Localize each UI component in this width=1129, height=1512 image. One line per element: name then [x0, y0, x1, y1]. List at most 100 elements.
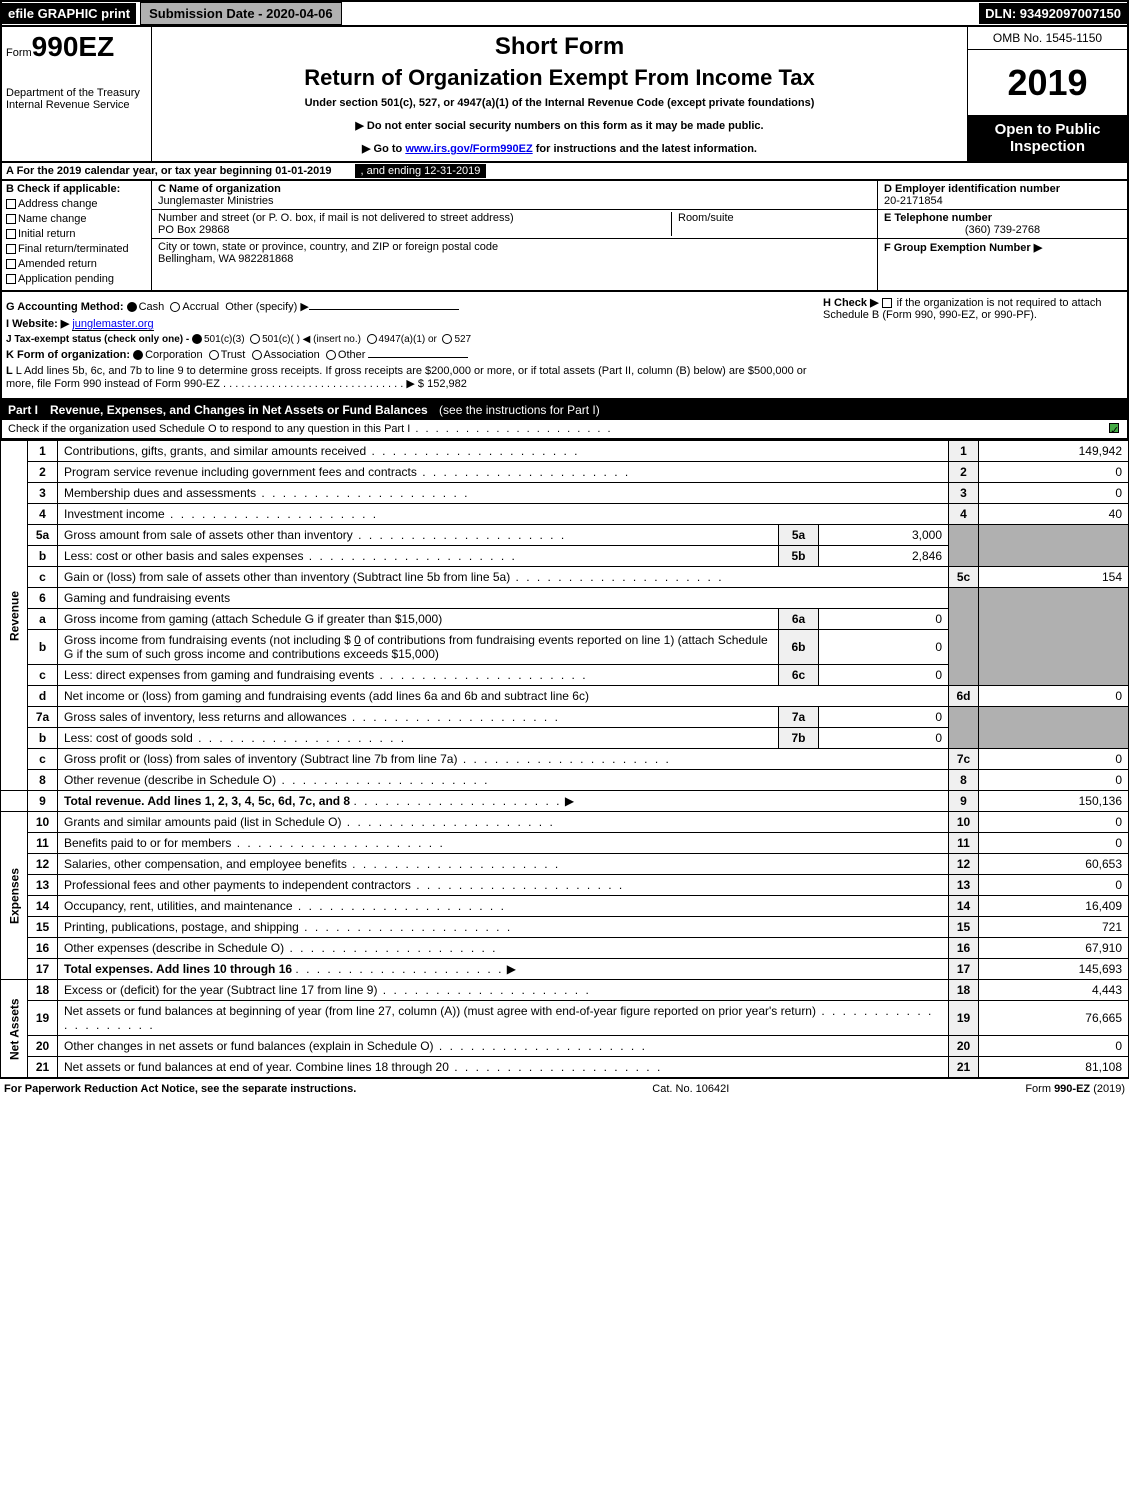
- l15-box: 15: [949, 917, 979, 938]
- radio-accrual-icon[interactable]: [170, 302, 180, 312]
- submission-date-box: Submission Date - 2020-04-06: [140, 2, 342, 25]
- form-id-column: Form990EZ Department of the Treasury Int…: [2, 27, 152, 161]
- chk-final-return[interactable]: Final return/terminated: [6, 243, 147, 255]
- d-label: D Employer identification number: [884, 183, 1121, 195]
- org-addr-row: Number and street (or P. O. box, if mail…: [152, 210, 877, 239]
- l5a-subval: 3,000: [819, 525, 949, 546]
- l9-desc: Total revenue. Add lines 1, 2, 3, 4, 5c,…: [58, 791, 949, 812]
- header-bar: efile GRAPHIC print Submission Date - 20…: [0, 0, 1129, 27]
- l5ab-shaded: [949, 525, 979, 567]
- chk-name-change[interactable]: Name change: [6, 213, 147, 225]
- l6b-zero: 0: [354, 633, 361, 647]
- l13-box: 13: [949, 875, 979, 896]
- l10-desc: Grants and similar amounts paid (list in…: [58, 812, 949, 833]
- radio-trust-icon[interactable]: [209, 350, 219, 360]
- j-4947: 4947(a)(1) or: [379, 334, 437, 345]
- line-5a: 5a Gross amount from sale of assets othe…: [1, 525, 1129, 546]
- l21-val: 81,108: [979, 1057, 1129, 1078]
- radio-assoc-icon[interactable]: [252, 350, 262, 360]
- h-checkbox-icon[interactable]: [882, 298, 892, 308]
- omb-number: OMB No. 1545-1150: [968, 27, 1127, 50]
- line-8: 8 Other revenue (describe in Schedule O)…: [1, 770, 1129, 791]
- section-a-ending: , and ending 12-31-2019: [355, 164, 487, 178]
- e-phone: E Telephone number (360) 739-2768: [878, 210, 1127, 239]
- l12-val: 60,653: [979, 854, 1129, 875]
- section-b-label: B Check if applicable:: [6, 183, 147, 195]
- radio-527-icon[interactable]: [442, 334, 452, 344]
- l6-desc: Gaming and fundraising events: [58, 588, 949, 609]
- l9-val: 150,136: [979, 791, 1129, 812]
- g-accounting: G Accounting Method: Cash Accrual Other …: [6, 300, 823, 313]
- radio-501c-icon[interactable]: [250, 334, 260, 344]
- l17-box: 17: [949, 959, 979, 980]
- l8-desc: Other revenue (describe in Schedule O): [58, 770, 949, 791]
- radio-corp-icon[interactable]: [133, 350, 143, 360]
- l6b-subval: 0: [819, 630, 949, 665]
- radio-4947-icon[interactable]: [367, 334, 377, 344]
- section-b: B Check if applicable: Address change Na…: [2, 181, 152, 290]
- radio-cash-icon[interactable]: [127, 302, 137, 312]
- phone-value: (360) 739-2768: [884, 224, 1121, 236]
- l17-val: 145,693: [979, 959, 1129, 980]
- form-name: Form990EZ: [6, 31, 147, 63]
- line-10: Expenses 10 Grants and similar amounts p…: [1, 812, 1129, 833]
- goto-link[interactable]: www.irs.gov/Form990EZ: [405, 143, 532, 155]
- l2-box: 2: [949, 462, 979, 483]
- l7ab-shaded: [949, 707, 979, 749]
- l17-num: 17: [28, 959, 58, 980]
- l18-box: 18: [949, 980, 979, 1001]
- city-label: City or town, state or province, country…: [158, 241, 498, 253]
- meta-right: H Check ▶ if the organization is not req…: [823, 296, 1123, 394]
- goto-line: ▶ Go to www.irs.gov/Form990EZ for instru…: [158, 142, 961, 155]
- title-center: Short Form Return of Organization Exempt…: [152, 27, 967, 161]
- l1-num: 1: [28, 441, 58, 462]
- l5c-val: 154: [979, 567, 1129, 588]
- l13-num: 13: [28, 875, 58, 896]
- short-form-title: Short Form: [158, 33, 961, 61]
- l5b-subval: 2,846: [819, 546, 949, 567]
- k-assoc: Association: [264, 349, 320, 361]
- h-label: H Check ▶: [823, 297, 879, 309]
- radio-501c3-icon[interactable]: [192, 334, 202, 344]
- l6c-desc: Less: direct expenses from gaming and fu…: [58, 665, 779, 686]
- l1-val: 149,942: [979, 441, 1129, 462]
- org-name-row: C Name of organization Junglemaster Mini…: [152, 181, 877, 210]
- l10-val: 0: [979, 812, 1129, 833]
- l5ab-shaded-val: [979, 525, 1129, 567]
- j-501c: 501(c)( ) ◀ (insert no.): [262, 334, 361, 345]
- return-title: Return of Organization Exempt From Incom…: [158, 65, 961, 91]
- chk-application-pending[interactable]: Application pending: [6, 273, 147, 285]
- radio-other-icon[interactable]: [326, 350, 336, 360]
- l-amount: 152,982: [427, 378, 467, 390]
- k-label: K Form of organization:: [6, 349, 130, 361]
- title-right: OMB No. 1545-1150 2019 Open to Public In…: [967, 27, 1127, 161]
- l6d-val: 0: [979, 686, 1129, 707]
- l7a-desc: Gross sales of inventory, less returns a…: [58, 707, 779, 728]
- chk-initial-return[interactable]: Initial return: [6, 228, 147, 240]
- l-gross-receipts: L L Add lines 5b, 6c, and 7b to line 9 t…: [6, 365, 823, 390]
- l12-num: 12: [28, 854, 58, 875]
- l6b-desc: Gross income from fundraising events (no…: [58, 630, 779, 665]
- section-c: C Name of organization Junglemaster Mini…: [152, 181, 877, 290]
- addr-label: Number and street (or P. O. box, if mail…: [158, 212, 671, 224]
- efile-label: efile GRAPHIC print: [2, 3, 136, 24]
- form-number: 990EZ: [32, 31, 115, 62]
- org-city: Bellingham, WA 982281868: [158, 253, 498, 265]
- l11-val: 0: [979, 833, 1129, 854]
- l20-val: 0: [979, 1036, 1129, 1057]
- line-5c: c Gain or (loss) from sale of assets oth…: [1, 567, 1129, 588]
- l6b-sub: 6b: [779, 630, 819, 665]
- org-name: Junglemaster Ministries: [158, 195, 871, 207]
- website-link[interactable]: junglemaster.org: [72, 318, 153, 331]
- schedule-o-checkbox-icon[interactable]: ✓: [1109, 423, 1119, 433]
- l6a-desc: Gross income from gaming (attach Schedul…: [58, 609, 779, 630]
- f-group: F Group Exemption Number ▶: [878, 239, 1127, 256]
- chk-address-change[interactable]: Address change: [6, 198, 147, 210]
- chk-amended-return[interactable]: Amended return: [6, 258, 147, 270]
- l5c-desc: Gain or (loss) from sale of assets other…: [58, 567, 949, 588]
- l2-num: 2: [28, 462, 58, 483]
- l1-desc: Contributions, gifts, grants, and simila…: [58, 441, 949, 462]
- l13-val: 0: [979, 875, 1129, 896]
- l14-val: 16,409: [979, 896, 1129, 917]
- line-7c: c Gross profit or (loss) from sales of i…: [1, 749, 1129, 770]
